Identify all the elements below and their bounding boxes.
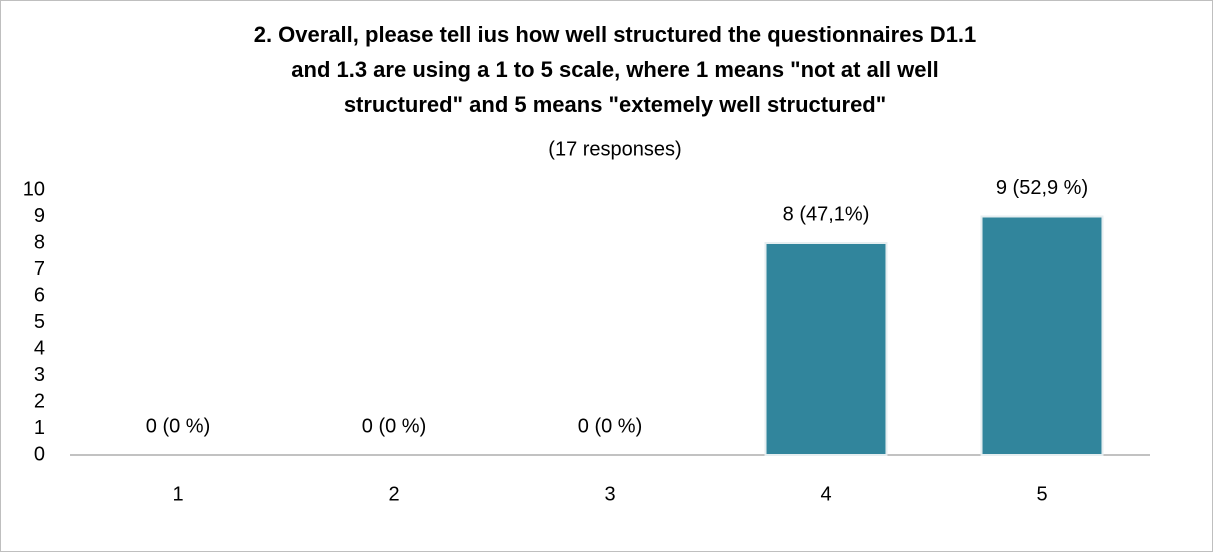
y-tick-label: 8 — [34, 231, 45, 253]
chart-subtitle: (17 responses) — [548, 138, 681, 160]
bar — [764, 242, 888, 456]
data-label: 9 (52,9 %) — [996, 177, 1088, 199]
data-label: 8 (47,1%) — [783, 203, 870, 225]
chart-title: and 1.3 are using a 1 to 5 scale, where … — [291, 57, 938, 82]
bar — [980, 215, 1104, 456]
y-tick-label: 2 — [34, 390, 45, 412]
x-tick-label: 5 — [1036, 483, 1047, 505]
y-tick-label: 1 — [34, 417, 45, 439]
chart-title: structured" and 5 means "extemely well s… — [344, 92, 886, 117]
data-label: 0 (0 %) — [578, 415, 642, 437]
y-tick-label: 3 — [34, 364, 45, 386]
y-tick-label: 0 — [34, 443, 45, 465]
y-tick-label: 9 — [34, 205, 45, 227]
chart-title: 2. Overall, please tell ius how well str… — [254, 22, 977, 47]
y-tick-label: 5 — [34, 311, 45, 333]
x-tick-label: 2 — [388, 483, 399, 505]
data-label: 0 (0 %) — [146, 415, 210, 437]
y-tick-label: 6 — [34, 284, 45, 306]
y-tick-label: 10 — [23, 178, 45, 200]
data-label: 0 (0 %) — [362, 415, 426, 437]
y-tick-label: 7 — [34, 258, 45, 280]
y-tick-label: 4 — [34, 337, 45, 359]
x-tick-label: 3 — [604, 483, 615, 505]
x-tick-label: 4 — [820, 483, 831, 505]
x-tick-label: 1 — [172, 483, 183, 505]
